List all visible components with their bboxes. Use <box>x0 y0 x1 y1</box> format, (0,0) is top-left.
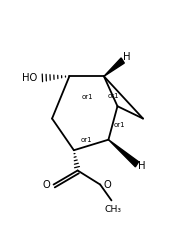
Text: H: H <box>124 52 131 62</box>
Text: CH₃: CH₃ <box>104 205 121 214</box>
Text: or1: or1 <box>108 93 119 99</box>
Polygon shape <box>104 58 124 76</box>
Text: or1: or1 <box>81 94 93 100</box>
Text: or1: or1 <box>81 137 92 143</box>
Polygon shape <box>108 140 139 167</box>
Text: O: O <box>42 180 50 190</box>
Text: O: O <box>104 180 112 190</box>
Text: H: H <box>138 161 145 171</box>
Text: HO: HO <box>22 73 37 83</box>
Text: or1: or1 <box>114 122 125 128</box>
